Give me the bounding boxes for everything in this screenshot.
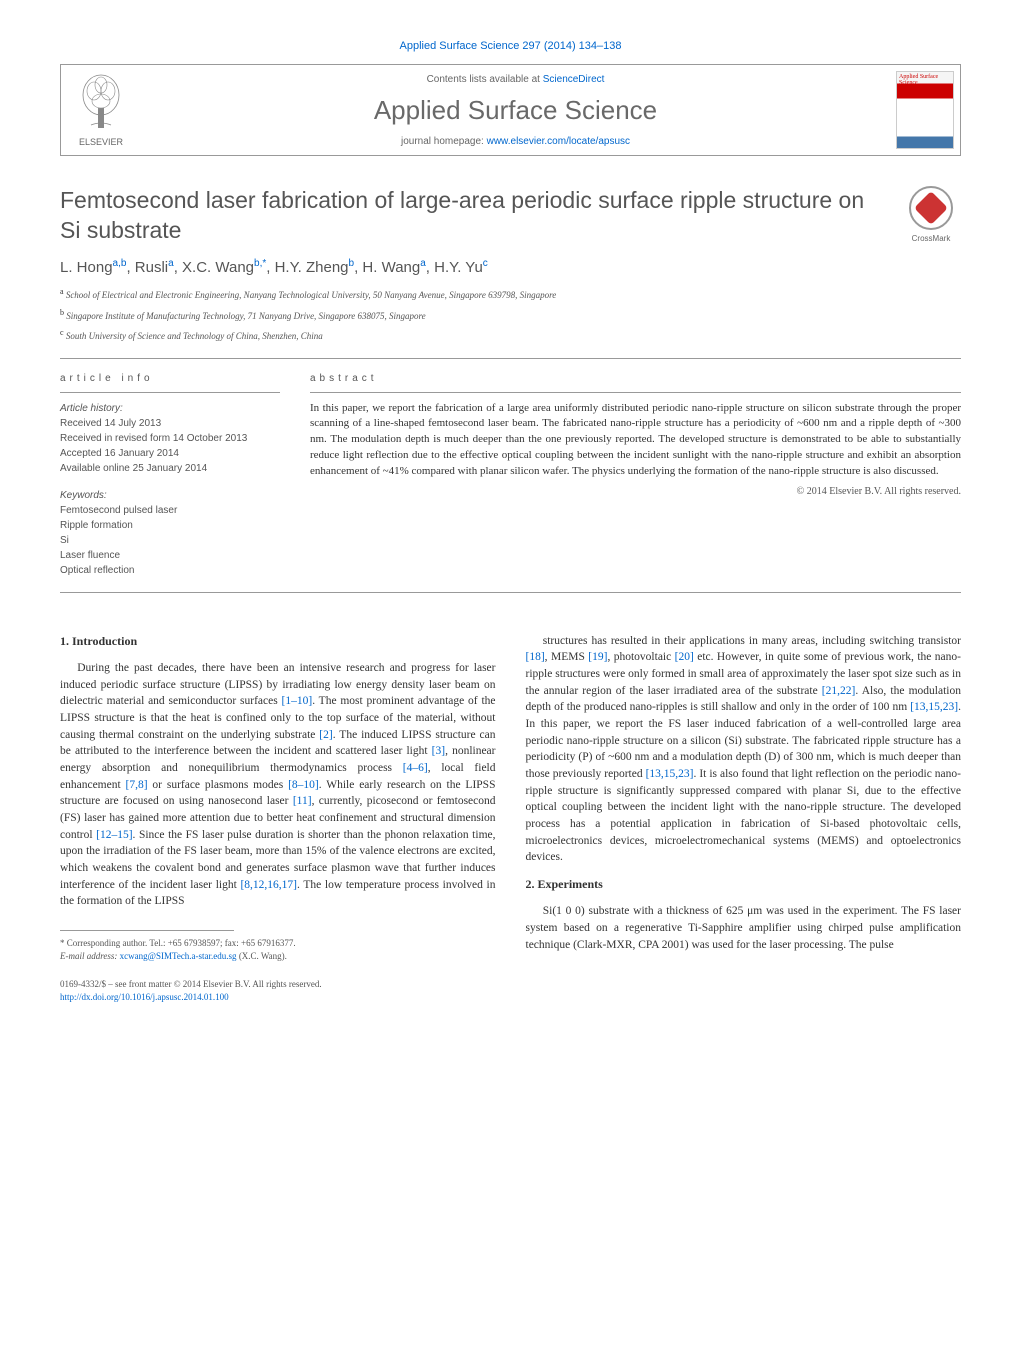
corr-author-line: * Corresponding author. Tel.: +65 679385…	[60, 937, 496, 950]
keywords-label: Keywords:	[60, 488, 280, 503]
article-info-header: article info	[60, 373, 280, 384]
title-row: Femtosecond laser fabrication of large-a…	[60, 186, 961, 246]
info-divider	[60, 392, 280, 393]
info-abstract-row: article info Article history: Received 1…	[60, 373, 961, 578]
divider-top	[60, 358, 961, 359]
intro-para-1: During the past decades, there have been…	[60, 660, 496, 910]
issn-line: 0169-4332/$ – see front matter © 2014 El…	[60, 978, 496, 991]
header-center: Contents lists available at ScienceDirec…	[141, 65, 890, 155]
cover-image: Applied Surface Science	[896, 71, 954, 149]
abstract-column: abstract In this paper, we report the fa…	[310, 373, 961, 578]
affiliations: a School of Electrical and Electronic En…	[60, 286, 961, 344]
sciencedirect-link[interactable]: ScienceDirect	[543, 74, 605, 85]
crossmark-icon	[909, 186, 953, 230]
homepage-prefix: journal homepage:	[401, 136, 487, 147]
intro-heading: 1. Introduction	[60, 633, 496, 650]
cover-image-title: Applied Surface Science	[899, 74, 951, 86]
intro-para-2: structures has resulted in their applica…	[526, 633, 962, 866]
article-title: Femtosecond laser fabrication of large-a…	[60, 186, 881, 246]
authors-line: L. Honga,b, Ruslia, X.C. Wangb,*, H.Y. Z…	[60, 258, 961, 276]
experiments-para-1: Si(1 0 0) substrate with a thickness of …	[526, 903, 962, 953]
body-two-columns: 1. Introduction During the past decades,…	[60, 633, 961, 1004]
experiments-heading: 2. Experiments	[526, 876, 962, 893]
journal-reference: Applied Surface Science 297 (2014) 134–1…	[60, 40, 961, 52]
bottom-meta: 0169-4332/$ – see front matter © 2014 El…	[60, 978, 496, 1003]
corr-email-link[interactable]: xcwang@SIMTech.a-star.edu.sg	[120, 951, 237, 961]
corr-email-line: E-mail address: xcwang@SIMTech.a-star.ed…	[60, 950, 496, 963]
footnote-divider	[60, 930, 234, 931]
publisher-name: ELSEVIER	[79, 137, 123, 147]
abstract-divider	[310, 392, 961, 393]
email-label: E-mail address:	[60, 951, 120, 961]
doi-link[interactable]: http://dx.doi.org/10.1016/j.apsusc.2014.…	[60, 992, 229, 1002]
journal-name: Applied Surface Science	[374, 95, 657, 126]
history-lines: Received 14 July 2013Received in revised…	[60, 416, 280, 476]
crossmark-label: CrossMark	[912, 234, 951, 243]
publisher-logo: ELSEVIER	[61, 65, 141, 155]
email-suffix: (X.C. Wang).	[237, 951, 287, 961]
homepage-line: journal homepage: www.elsevier.com/locat…	[401, 136, 630, 147]
crossmark-badge[interactable]: CrossMark	[901, 186, 961, 246]
abstract-copyright: © 2014 Elsevier B.V. All rights reserved…	[310, 486, 961, 497]
right-column: structures has resulted in their applica…	[526, 633, 962, 1004]
history-label: Article history:	[60, 403, 123, 414]
abstract-text: In this paper, we report the fabrication…	[310, 401, 961, 481]
keyword-lines: Femtosecond pulsed laserRipple formation…	[60, 503, 280, 578]
left-column: 1. Introduction During the past decades,…	[60, 633, 496, 1004]
divider-bottom	[60, 592, 961, 593]
page-container: Applied Surface Science 297 (2014) 134–1…	[0, 0, 1021, 1043]
corresponding-author-footnote: * Corresponding author. Tel.: +65 679385…	[60, 937, 496, 962]
article-info-column: article info Article history: Received 1…	[60, 373, 280, 578]
contents-prefix: Contents lists available at	[427, 74, 543, 85]
homepage-link[interactable]: www.elsevier.com/locate/apsusc	[487, 136, 630, 147]
contents-available-line: Contents lists available at ScienceDirec…	[427, 74, 605, 85]
journal-cover-thumb: Applied Surface Science	[890, 65, 960, 155]
elsevier-tree-icon	[76, 73, 126, 133]
header-box: ELSEVIER Contents lists available at Sci…	[60, 64, 961, 156]
abstract-header: abstract	[310, 373, 961, 384]
article-history-block: Article history: Received 14 July 2013Re…	[60, 401, 280, 578]
